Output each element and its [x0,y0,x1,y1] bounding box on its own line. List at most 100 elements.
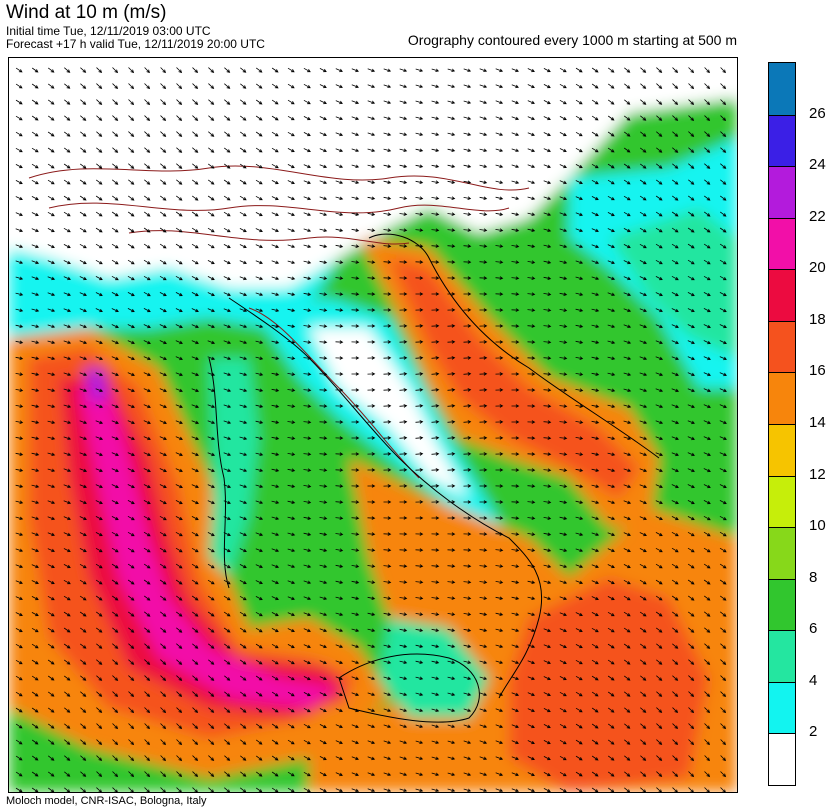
wind-arrow [543,148,551,153]
wind-arrow [495,292,504,296]
wind-arrow [687,420,695,425]
wind-arrow [688,643,695,649]
wind-arrow [495,388,504,392]
wind-arrow [527,324,536,328]
wind-arrow [479,388,488,392]
wind-arrow [639,292,647,297]
wind-arrow [255,356,264,360]
wind-arrow [303,452,312,456]
wind-arrow [223,340,232,344]
field-moderate-south [379,618,489,718]
wind-arrow [224,675,231,681]
wind-arrow [671,388,680,393]
wind-arrow [319,596,328,600]
wind-arrow [287,228,296,232]
wind-arrow [463,580,472,584]
wind-arrow [495,548,504,552]
wind-arrow [671,243,679,249]
wind-arrow [223,532,231,537]
wind-arrow [591,404,600,408]
wind-arrow [720,163,727,169]
wind-arrow [703,611,711,617]
wind-arrow [79,340,88,345]
wind-arrow [623,516,631,521]
wind-arrow [96,707,103,713]
wind-arrow [543,180,552,185]
wind-arrow [47,292,56,296]
wind-arrow [63,147,71,153]
wind-arrow [687,356,695,361]
wind-arrow [95,595,103,601]
wind-arrow [575,516,584,520]
wind-arrow [719,611,727,617]
wind-arrow [624,723,631,729]
wind-arrow [655,163,663,169]
wind-arrow [128,147,135,153]
wind-arrow [239,516,248,521]
wind-arrow [111,563,119,569]
wind-arrow [447,644,456,648]
wind-arrow [79,611,87,617]
wind-arrow [399,308,408,312]
wind-arrow [143,291,151,297]
wind-arrow [271,308,280,312]
wind-arrow [704,147,711,153]
wind-arrow [591,196,599,201]
wind-arrow [223,404,232,408]
wind-arrow [495,180,504,184]
wind-arrow [655,579,663,585]
wind-arrow [479,596,488,600]
wind-arrow [704,131,711,137]
wind-arrow [559,660,567,665]
wind-arrow [703,468,711,473]
wind-arrow [687,404,695,409]
wind-arrow [624,83,631,89]
wind-arrow [47,500,56,504]
wind-arrow [176,691,183,697]
wind-arrow [111,404,119,409]
wind-arrow [319,420,328,424]
wind-arrow [607,147,615,153]
wind-arrow [319,372,328,376]
wind-arrow [687,516,695,521]
wind-arrow [656,739,663,745]
wind-arrow [31,500,40,504]
wind-arrow [79,276,87,281]
wind-arrow [399,324,408,328]
wind-arrow [192,115,199,121]
wind-arrow [399,452,408,456]
wind-arrow [527,148,536,153]
wind-arrow [575,596,583,601]
wind-arrow [319,788,327,792]
wind-arrow [63,548,71,553]
wind-arrow [720,675,727,681]
wind-arrow [719,388,727,393]
wind-arrow [127,308,135,313]
wind-arrow [96,787,102,792]
wind-arrow [655,420,664,424]
wind-arrow [463,68,472,72]
wind-arrow [143,211,151,217]
wind-arrow [319,308,328,312]
wind-arrow [671,547,679,553]
wind-arrow [159,531,167,537]
wind-arrow [239,611,247,617]
wind-arrow [447,628,456,632]
wind-arrow [271,196,279,201]
wind-arrow [271,83,279,89]
wind-arrow [527,292,536,296]
wind-arrow [415,244,424,248]
wind-arrow [415,84,424,88]
wind-arrow [239,468,248,472]
wind-arrow [192,787,198,792]
wind-arrow [160,771,167,778]
wind-arrow [239,147,247,153]
wind-arrow [624,67,631,73]
wind-arrow [239,436,248,440]
wind-arrow [399,292,408,296]
wind-arrow [287,83,295,89]
wind-arrow [79,243,87,249]
wind-arrow [607,532,616,537]
wind-arrow [176,131,183,137]
wind-arrow [463,676,472,680]
